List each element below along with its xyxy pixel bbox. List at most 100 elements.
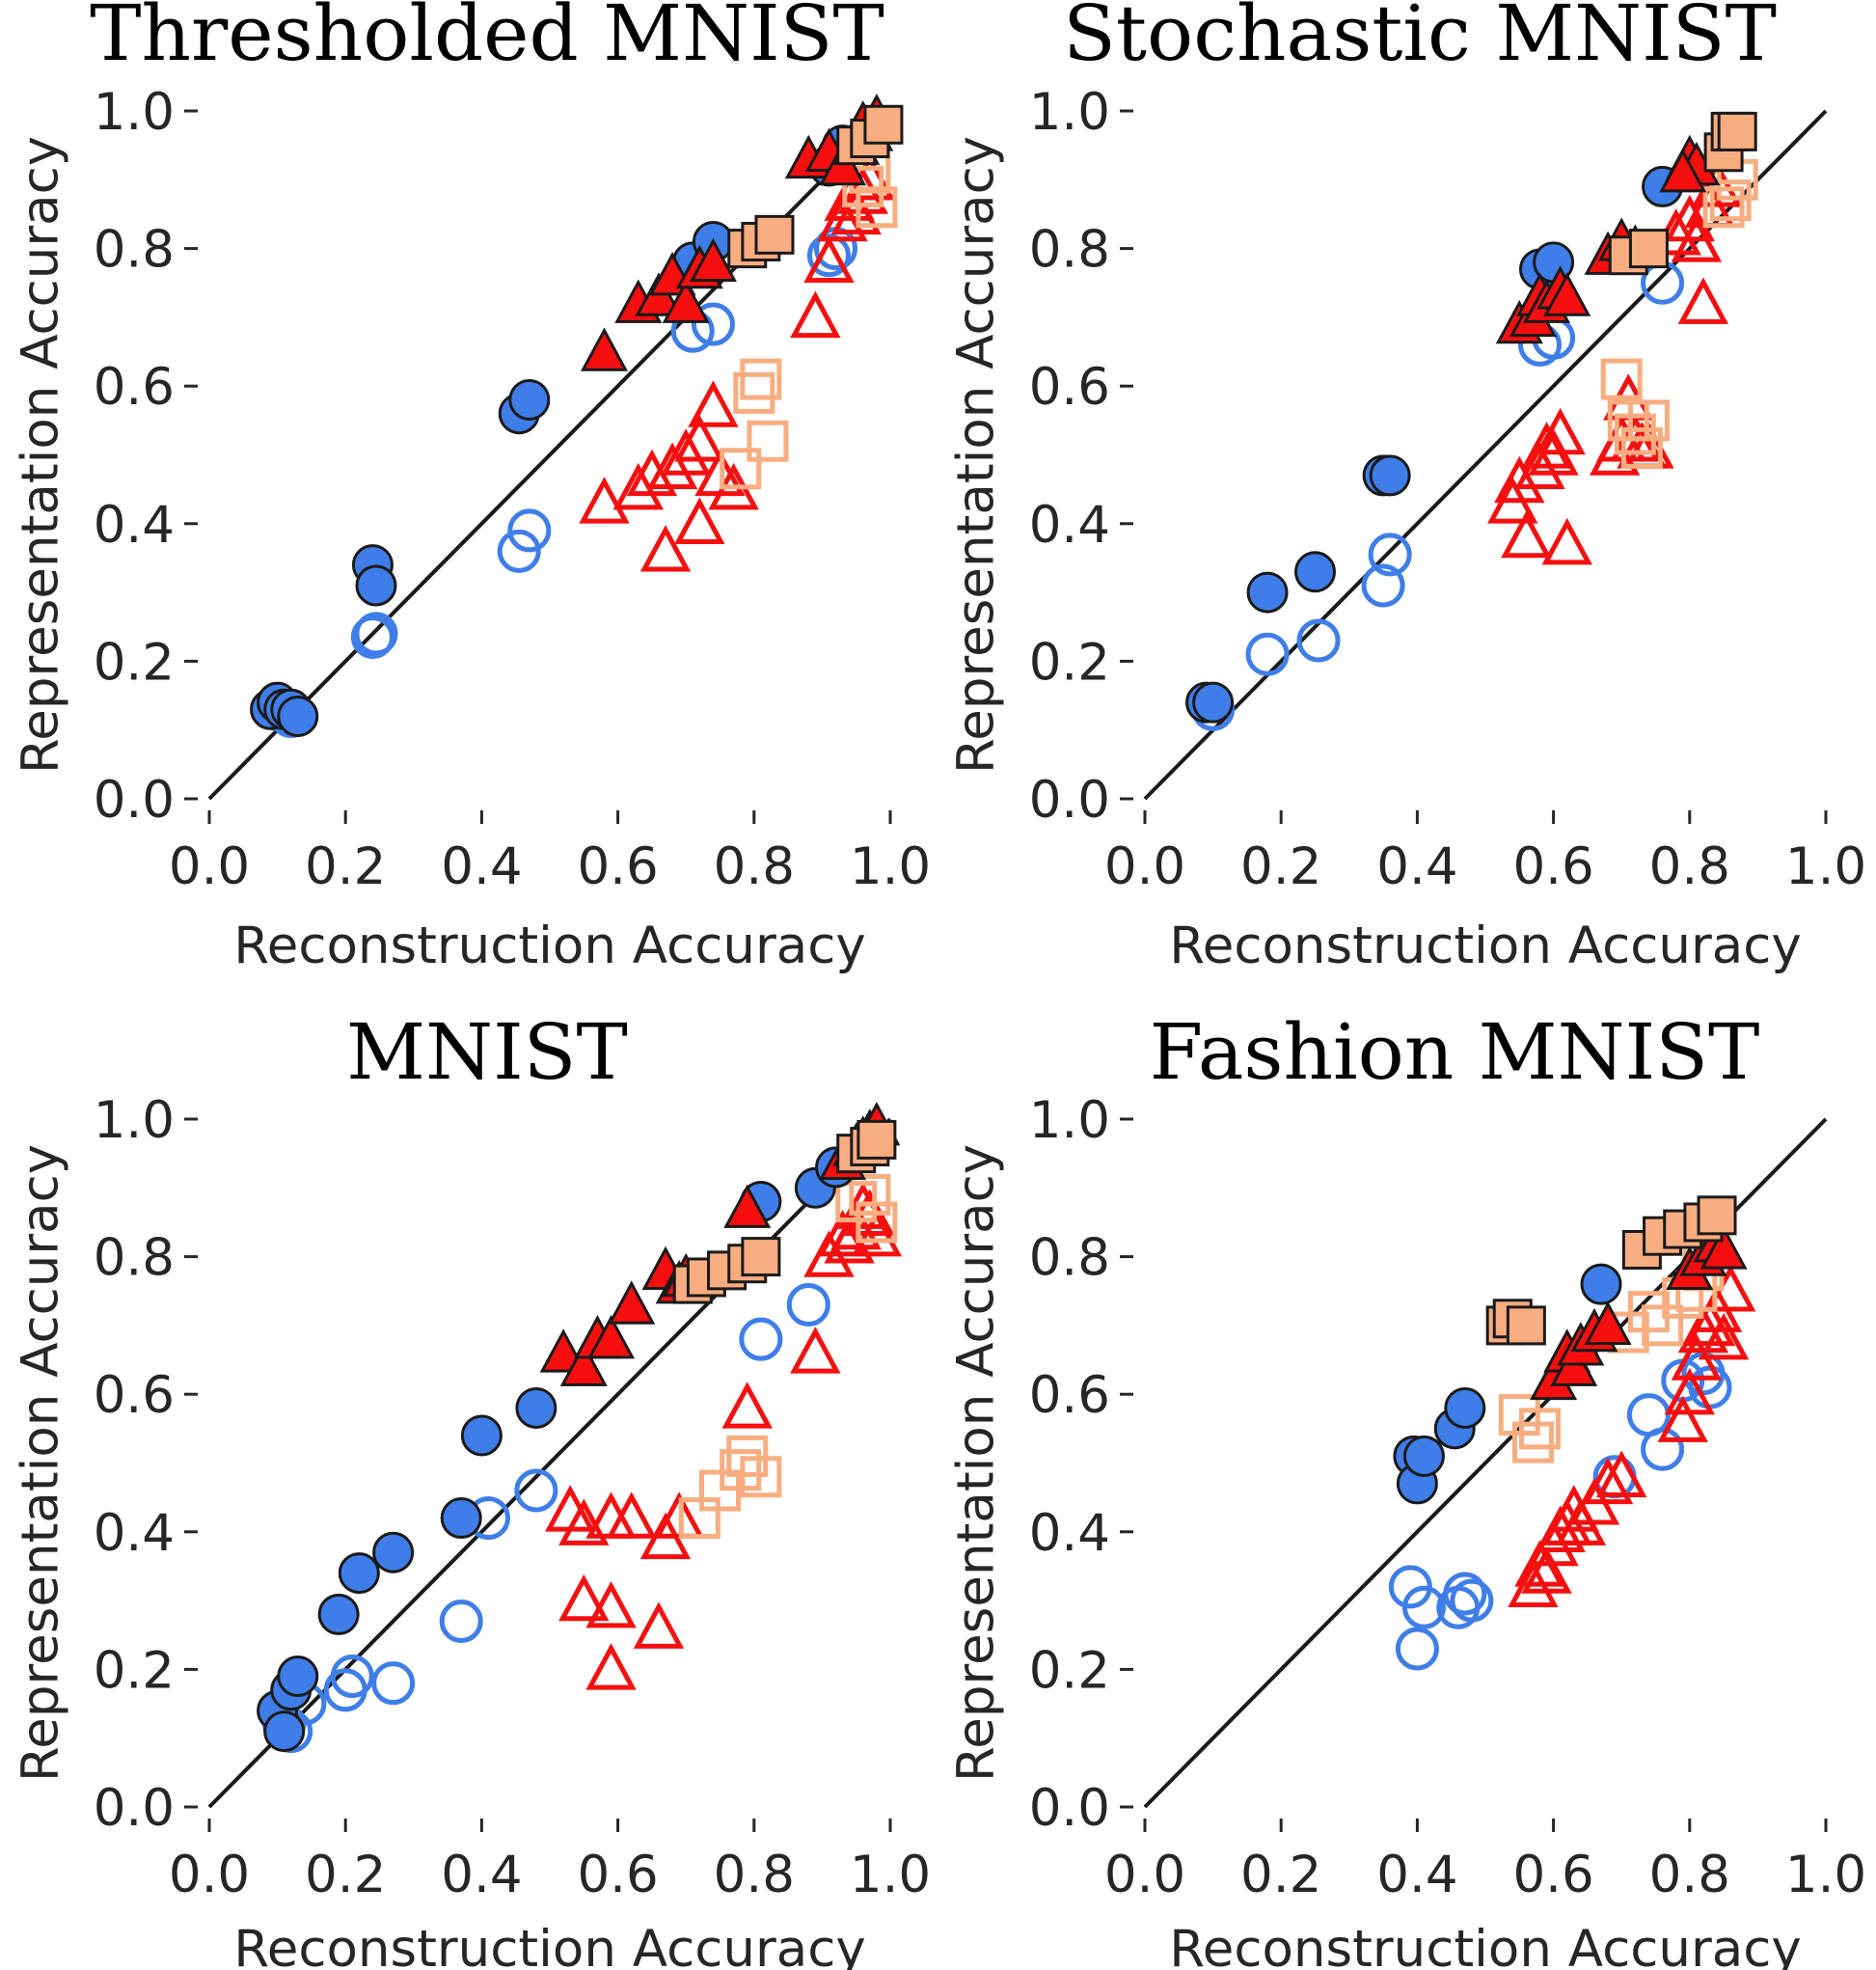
point-orange-open xyxy=(740,358,782,400)
point-orange-open xyxy=(740,1456,782,1498)
point-red-filled xyxy=(1543,272,1591,316)
point-blue-open xyxy=(1401,1585,1446,1629)
x-tick-label: 0.8 xyxy=(1649,1846,1730,1904)
point-red-open xyxy=(579,477,630,524)
x-tick-label: 0.4 xyxy=(441,1846,522,1904)
x-tick-label: 1.0 xyxy=(1785,837,1866,896)
x-tick-label: 0.0 xyxy=(169,1846,250,1904)
point-blue-filled xyxy=(355,564,397,607)
point-blue-open xyxy=(1443,1572,1487,1616)
point-orange-open xyxy=(720,448,762,490)
x-axis-label: Reconstruction Accuracy xyxy=(1169,1920,1801,1970)
point-blue-open xyxy=(1395,1627,1439,1671)
x-tick-label: 0.4 xyxy=(1376,837,1457,896)
point-blue-filled xyxy=(1444,1386,1486,1429)
point-blue-open xyxy=(1361,563,1405,608)
y-tick-label: 0.6 xyxy=(1029,358,1110,417)
y-tick-label: 0.0 xyxy=(94,771,175,830)
y-tick-label: 0.6 xyxy=(94,358,175,417)
point-blue-open xyxy=(354,612,398,656)
point-blue-filled xyxy=(1580,1263,1622,1305)
x-tick-label: 0.4 xyxy=(1376,1846,1457,1904)
point-red-filled xyxy=(1584,1300,1632,1346)
point-blue-filled xyxy=(277,1655,319,1698)
point-blue-open xyxy=(350,615,394,659)
point-red-open xyxy=(1494,455,1545,504)
point-blue-filled xyxy=(277,695,319,737)
point-red-open xyxy=(851,1209,903,1257)
point-red-filled xyxy=(587,1315,636,1359)
y-axis-label: Representation Accuracy xyxy=(947,136,1006,774)
x-tick-label: 0.2 xyxy=(305,1846,386,1904)
point-blue-filled xyxy=(263,1710,306,1753)
x-tick-label: 0.8 xyxy=(714,837,795,896)
y-tick-label: 0.0 xyxy=(1029,1779,1110,1838)
point-red-open xyxy=(1521,422,1572,469)
series-orange-open xyxy=(720,151,898,490)
series-blue-open xyxy=(262,1283,830,1754)
point-blue-filled xyxy=(338,1552,380,1595)
point-red-open xyxy=(606,1491,657,1539)
point-blue-open xyxy=(497,529,541,573)
point-red-filled xyxy=(580,327,628,371)
point-orange-open xyxy=(1600,358,1643,400)
series-red-open xyxy=(1487,160,1743,565)
point-orange-open xyxy=(1511,1421,1554,1464)
point-blue-open xyxy=(1296,618,1341,663)
x-tick-label: 1.0 xyxy=(1785,1846,1866,1904)
point-blue-filled xyxy=(1369,454,1411,497)
y-tick-label: 0.4 xyxy=(94,1504,175,1563)
series-orange-open xyxy=(1600,158,1758,469)
point-orange-open xyxy=(1620,426,1663,469)
series-orange-filled xyxy=(1608,111,1757,276)
y-tick-label: 1.0 xyxy=(1029,83,1110,142)
series-red-open xyxy=(1508,1264,1756,1608)
point-red-open xyxy=(633,1601,685,1649)
y-tick-label: 0.4 xyxy=(94,496,175,555)
point-blue-open xyxy=(330,1655,374,1699)
x-tick-label: 0.0 xyxy=(1104,1846,1185,1904)
point-blue-open xyxy=(1450,1578,1494,1623)
point-orange-open xyxy=(1518,1408,1561,1450)
point-red-open xyxy=(661,428,712,476)
point-red-filled xyxy=(608,1280,656,1325)
point-orange-filled xyxy=(1717,111,1757,151)
point-red-open xyxy=(790,1327,841,1374)
point-red-filled xyxy=(1659,149,1707,193)
y-tick-label: 0.2 xyxy=(1029,633,1110,692)
x-axis-label: Reconstruction Accuracy xyxy=(1169,917,1801,975)
point-blue-open xyxy=(691,302,735,346)
point-red-open xyxy=(1664,1367,1715,1415)
y-tick-label: 0.8 xyxy=(94,1229,175,1288)
point-blue-filled xyxy=(1246,571,1289,614)
point-red-open xyxy=(674,414,725,462)
point-red-open xyxy=(1535,407,1586,455)
chart-title: Thresholded MNIST xyxy=(90,0,884,78)
point-orange-filled xyxy=(863,104,904,145)
point-orange-open xyxy=(1614,413,1656,455)
point-blue-filled xyxy=(372,1531,415,1573)
y-tick-label: 0.6 xyxy=(94,1366,175,1425)
point-orange-filled xyxy=(1628,229,1669,269)
y-axis-label: Representation Accuracy xyxy=(12,1144,70,1782)
point-blue-open xyxy=(371,1661,416,1706)
y-tick-label: 0.4 xyxy=(1029,1504,1110,1563)
x-tick-label: 0.6 xyxy=(577,1846,658,1904)
point-red-open xyxy=(790,290,841,339)
x-tick-label: 0.2 xyxy=(1240,1846,1321,1904)
x-tick-label: 1.0 xyxy=(850,837,931,896)
point-blue-open xyxy=(1368,533,1412,577)
point-orange-open xyxy=(856,1201,898,1244)
point-orange-filled xyxy=(856,1119,897,1160)
point-orange-open xyxy=(1627,399,1670,442)
x-tick-label: 0.8 xyxy=(714,1846,795,1904)
series-orange-open xyxy=(678,1173,898,1540)
point-blue-filled xyxy=(460,1414,503,1457)
y-tick-label: 0.4 xyxy=(1029,496,1110,555)
series-blue-filled xyxy=(1393,1263,1622,1505)
y-tick-label: 0.2 xyxy=(94,633,175,692)
point-red-open xyxy=(646,442,698,489)
y-tick-label: 0.6 xyxy=(1029,1366,1110,1425)
point-orange-open xyxy=(849,1173,891,1216)
point-red-open xyxy=(1698,1312,1750,1360)
